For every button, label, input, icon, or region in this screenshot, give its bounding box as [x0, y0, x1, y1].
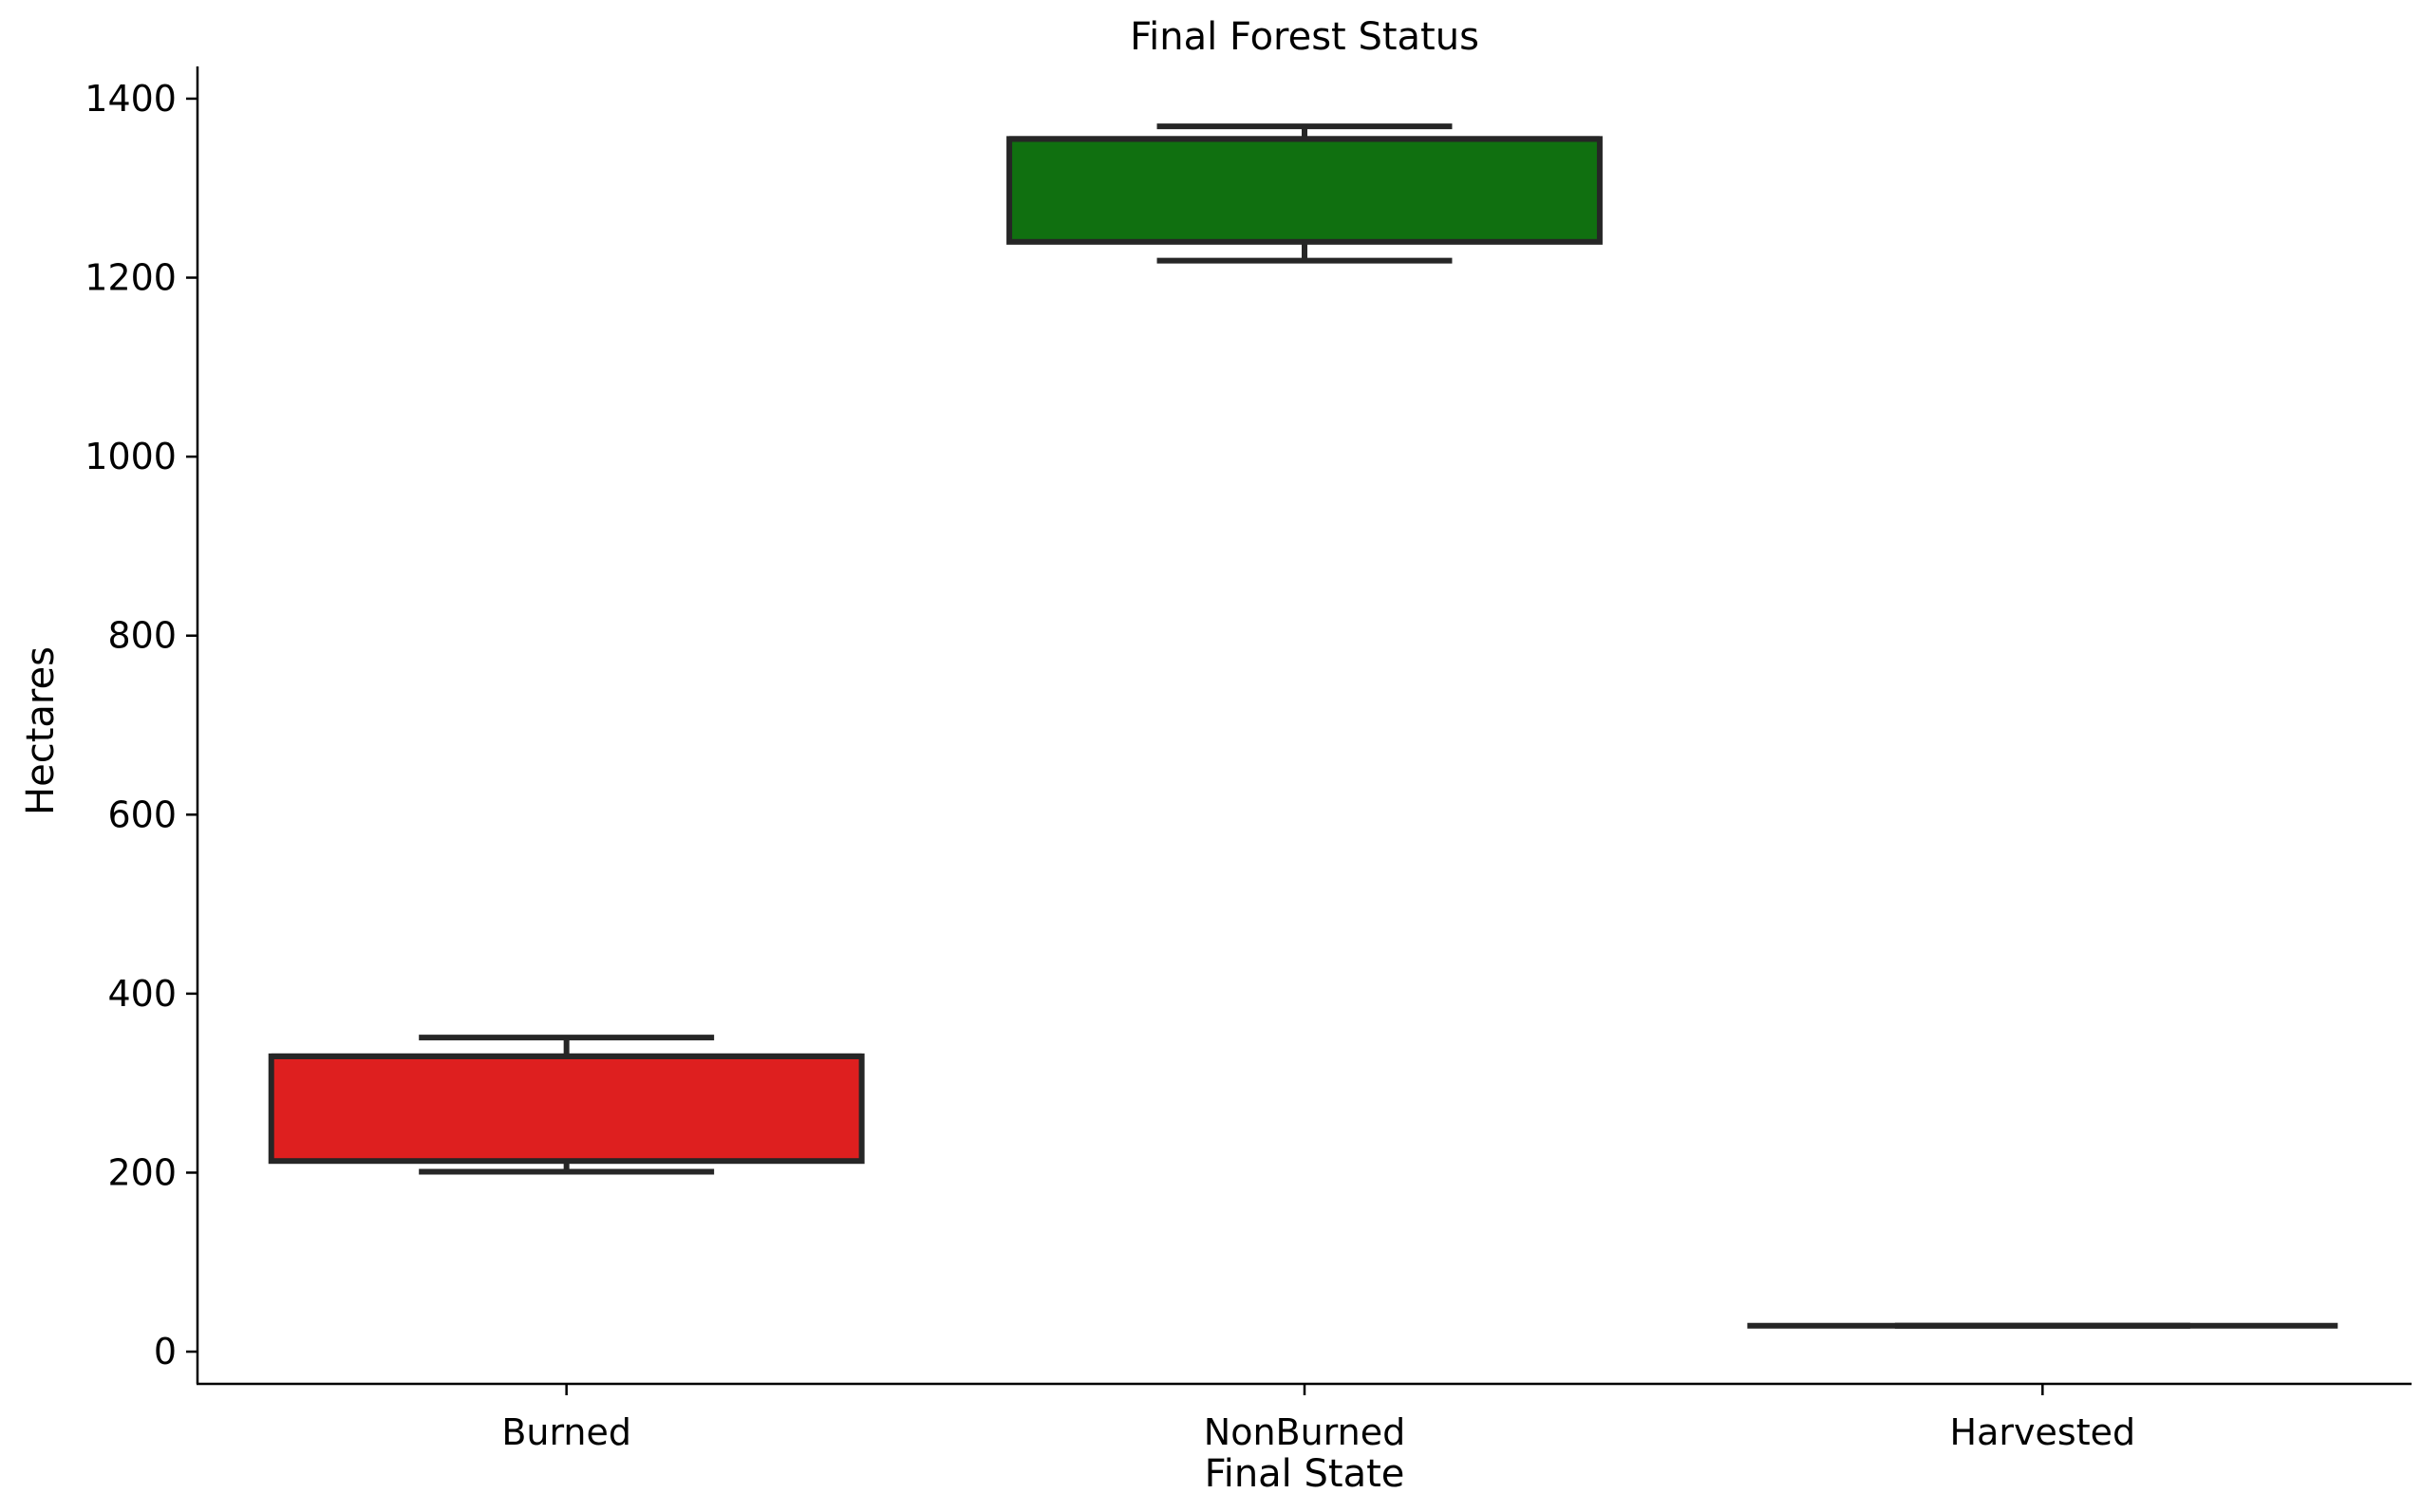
y-tick-label: 800 — [107, 615, 177, 657]
x-axis-label: Final State — [1205, 1452, 1405, 1496]
y-tick-label: 1000 — [84, 436, 177, 477]
y-axis-label: Hectares — [19, 646, 63, 815]
box-burned — [268, 1035, 865, 1175]
iqr-box — [268, 1053, 865, 1165]
y-tick-label: 0 — [154, 1331, 177, 1372]
x-tick-label: Burned — [501, 1411, 631, 1453]
chart-title: Final Forest Status — [1130, 15, 1479, 59]
y-tick-label: 1400 — [84, 78, 177, 120]
y-ticks: 0 200 400 600 800 1000 1200 1400 — [84, 78, 197, 1372]
y-tick-label: 400 — [107, 973, 177, 1015]
boxes-layer — [268, 123, 2338, 1329]
y-tick-label: 1200 — [84, 257, 177, 299]
x-tick-label: NonBurned — [1204, 1411, 1405, 1453]
y-tick-label: 200 — [107, 1151, 177, 1193]
y-tick-label: 600 — [107, 793, 177, 835]
x-ticks: Burned NonBurned Harvested — [501, 1384, 2135, 1453]
iqr-box — [1006, 136, 1603, 245]
box-nonburned — [1006, 123, 1603, 264]
x-tick-label: Harvested — [1950, 1411, 2136, 1453]
